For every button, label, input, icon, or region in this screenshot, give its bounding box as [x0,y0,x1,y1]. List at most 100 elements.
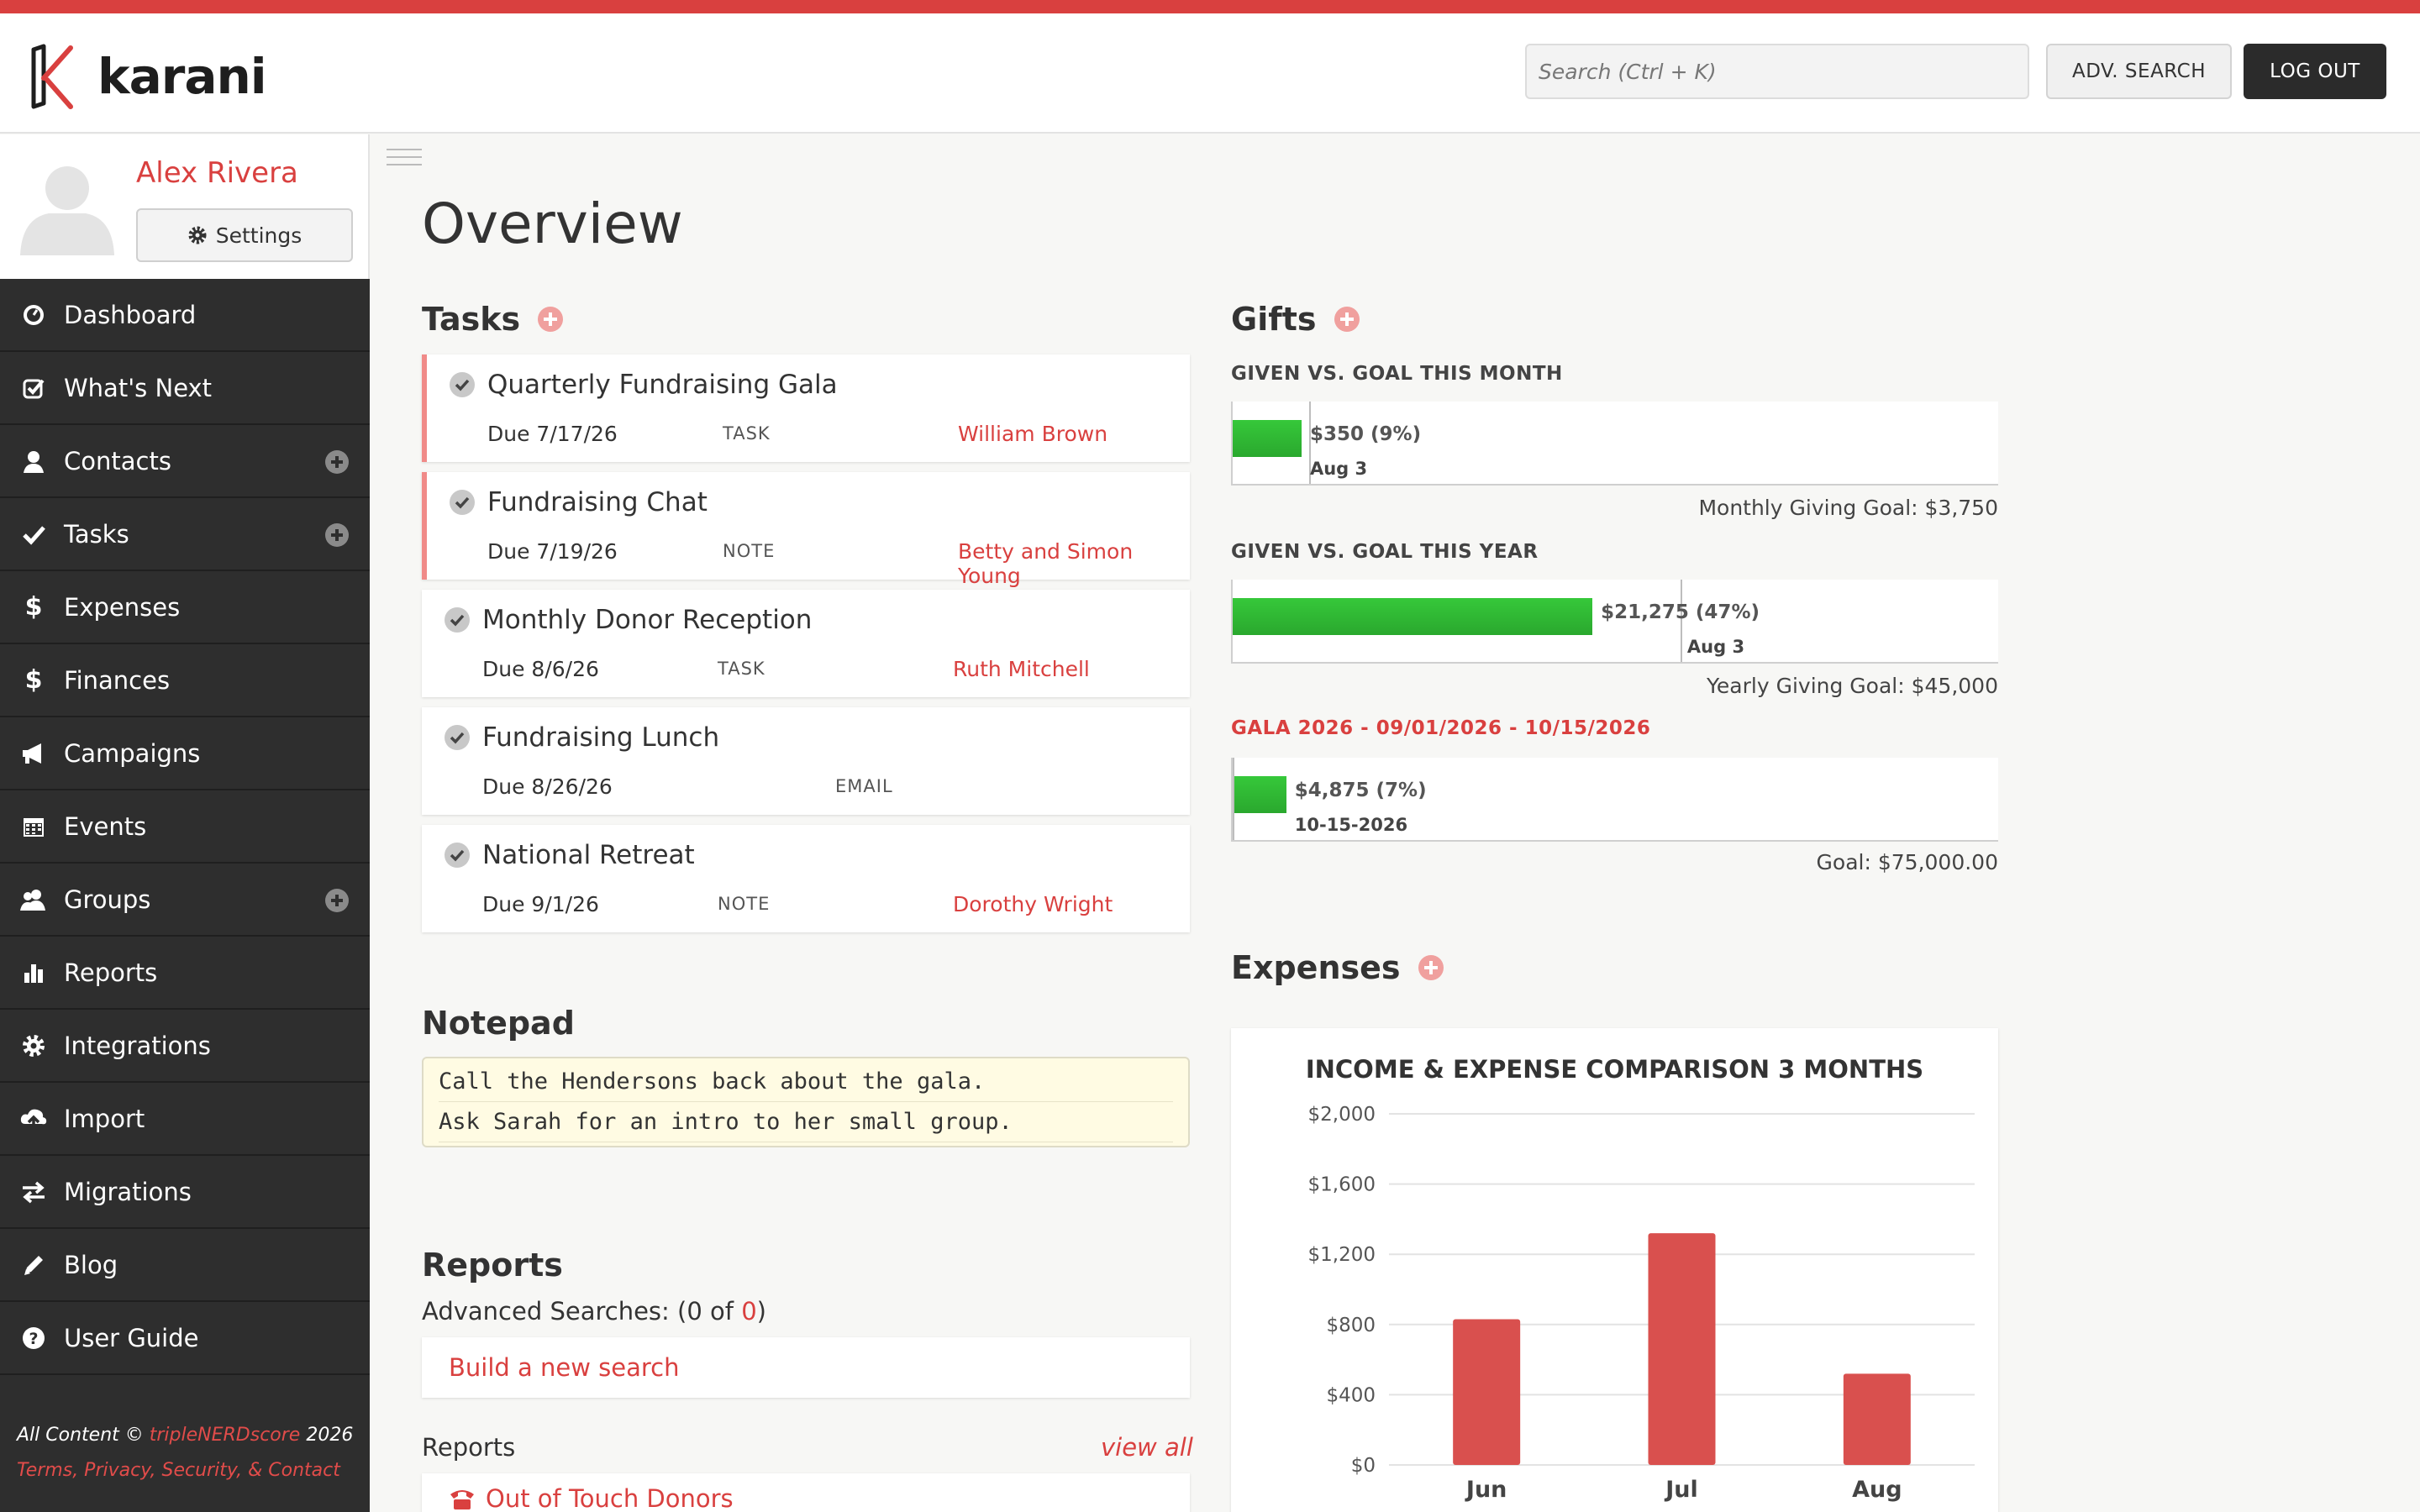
logo[interactable]: karani [27,39,267,114]
gift-month-progress: $350 (9%) Aug 3 [1231,402,1998,486]
sidebar-item-migrations[interactable]: Migrations [0,1156,370,1229]
top-accent-bar [0,0,2420,13]
footer-legal-links[interactable]: Terms, Privacy, Security, & Contact [17,1460,340,1481]
expenses-section-title: Expenses [1231,949,1444,986]
sidebar: Alex Rivera Settings Dashboard What's Ne… [0,134,370,1512]
pencil-icon [18,1250,49,1280]
sidebar-item-label: Campaigns [64,738,201,768]
sidebar-item-contacts[interactable]: Contacts [0,425,370,498]
sidebar-item-label: User Guide [64,1323,199,1352]
chart-bar[interactable] [1648,1233,1716,1465]
gift-year-label: GIVEN VS. GOAL THIS YEAR [1231,541,1539,563]
y-tick-label: $1,600 [1308,1174,1376,1196]
group-icon [18,885,49,915]
task-contact-link[interactable]: William Brown [958,422,1108,446]
gift-campaign-value: $4,875 (7%) [1294,780,1427,801]
task-type: NOTE [723,541,776,561]
sidebar-item-tasks[interactable]: Tasks [0,498,370,571]
task-name[interactable]: Fundraising Chat [487,487,708,517]
add-contact-icon[interactable] [324,449,350,475]
sidebar-item-user-guide[interactable]: ? User Guide [0,1302,370,1375]
sidebar-item-dashboard[interactable]: Dashboard [0,279,370,352]
task-name[interactable]: National Retreat [482,840,695,870]
task-list: Quarterly Fundraising Gala Due 7/17/26 T… [422,354,1190,942]
y-tick-label: $1,200 [1308,1244,1376,1266]
chart-bar[interactable] [1453,1319,1521,1465]
sidebar-item-expenses[interactable]: $ Expenses [0,571,370,644]
advanced-search-button[interactable]: ADV. SEARCH [2046,44,2232,99]
add-group-icon[interactable] [324,888,350,913]
gift-campaign-fill [1233,776,1286,813]
complete-task-icon[interactable] [444,606,471,633]
gift-month-value: $350 (9%) [1309,423,1422,445]
advanced-searches-count: Advanced Searches: (0 of 0) [422,1297,766,1326]
gift-year-progress: $21,275 (47%) Aug 3 [1231,580,1998,664]
adv-searches-total-link[interactable]: 0 [741,1297,757,1326]
task-item[interactable]: National Retreat Due 9/1/26 NOTE Dorothy… [422,825,1190,932]
sidebar-item-label: Migrations [64,1177,192,1206]
task-item[interactable]: Fundraising Lunch Due 8/26/26 EMAIL [422,707,1190,815]
task-due: Due 7/17/26 [487,422,618,446]
complete-task-icon[interactable] [449,371,476,398]
income-expense-chart-card: INCOME & EXPENSE COMPARISON 3 MONTHS $0 $… [1231,1028,1998,1512]
task-name[interactable]: Quarterly Fundraising Gala [487,370,838,400]
logout-button[interactable]: LOG OUT [2244,44,2386,99]
task-item[interactable]: Quarterly Fundraising Gala Due 7/17/26 T… [422,354,1190,462]
view-all-reports-link[interactable]: view all [1101,1433,1193,1462]
notepad-line: Ask Sarah for an intro to her small grou… [439,1102,1173,1142]
add-task-icon[interactable] [324,522,350,548]
task-due: Due 9/1/26 [482,892,599,916]
task-item[interactable]: Fundraising Chat Due 7/19/26 NOTE Betty … [422,472,1190,588]
sidebar-item-campaigns[interactable]: Campaigns [0,717,370,790]
build-new-search-link[interactable]: Build a new search [422,1337,1190,1398]
task-due: Due 7/19/26 [487,539,618,564]
settings-button[interactable]: Settings [136,208,353,262]
menu-toggle-icon[interactable] [387,148,422,166]
search-input[interactable] [1525,44,2029,99]
sidebar-item-finances[interactable]: $ Finances [0,644,370,717]
sidebar-item-events[interactable]: Events [0,790,370,864]
task-name[interactable]: Fundraising Lunch [482,722,720,753]
complete-task-icon[interactable] [444,724,471,751]
adv-searches-suffix: ) [756,1297,766,1326]
sidebar-footer: All Content © tripleNERDscore 2026 Terms… [17,1418,353,1488]
sidebar-item-label: Dashboard [64,300,197,329]
sidebar-item-label: Groups [64,885,151,914]
notepad-line: Call the Hendersons back about the gala. [439,1062,1173,1102]
sidebar-item-whats-next[interactable]: What's Next [0,352,370,425]
footer-brand-link[interactable]: tripleNERDscore [149,1425,301,1446]
sidebar-item-reports[interactable]: Reports [0,937,370,1010]
gift-campaign-label[interactable]: GALA 2026 - 09/01/2026 - 10/15/2026 [1231,717,1651,739]
task-name[interactable]: Monthly Donor Reception [482,605,813,635]
bar-chart-icon [18,958,49,988]
add-expense-icon[interactable] [1418,954,1444,981]
gear-icon [18,1031,49,1061]
avatar[interactable] [15,151,119,255]
reports-title: Reports [422,1247,563,1284]
adv-searches-prefix: Advanced Searches: (0 of [422,1297,742,1326]
task-contact-link[interactable]: Betty and Simon Young [958,539,1134,588]
task-item[interactable]: Monthly Donor Reception Due 8/6/26 TASK … [422,590,1190,697]
complete-task-icon[interactable] [449,489,476,516]
y-tick-label: $2,000 [1308,1104,1376,1126]
profile-name[interactable]: Alex Rivera [136,156,298,190]
gift-year-date: Aug 3 [1686,637,1745,657]
footer-prefix: All Content © [17,1425,150,1446]
task-type: NOTE [718,894,771,914]
task-contact-link[interactable]: Ruth Mitchell [953,657,1090,681]
add-task-icon[interactable] [537,306,564,333]
sidebar-item-import[interactable]: Import [0,1083,370,1156]
sidebar-item-integrations[interactable]: Integrations [0,1010,370,1083]
add-gift-icon[interactable] [1334,306,1360,333]
sidebar-item-blog[interactable]: Blog [0,1229,370,1302]
question-icon: ? [18,1323,49,1353]
task-due: Due 8/6/26 [482,657,599,681]
notepad-textarea[interactable]: Call the Hendersons back about the gala.… [422,1057,1190,1147]
chart-bar[interactable] [1843,1373,1911,1465]
task-contact-link[interactable]: Dorothy Wright [953,892,1113,916]
settings-label: Settings [215,223,302,248]
complete-task-icon[interactable] [444,842,471,869]
report-item[interactable]: Out of Touch Donors [422,1473,1190,1512]
sidebar-item-groups[interactable]: Groups [0,864,370,937]
arrows-icon [18,1177,49,1207]
